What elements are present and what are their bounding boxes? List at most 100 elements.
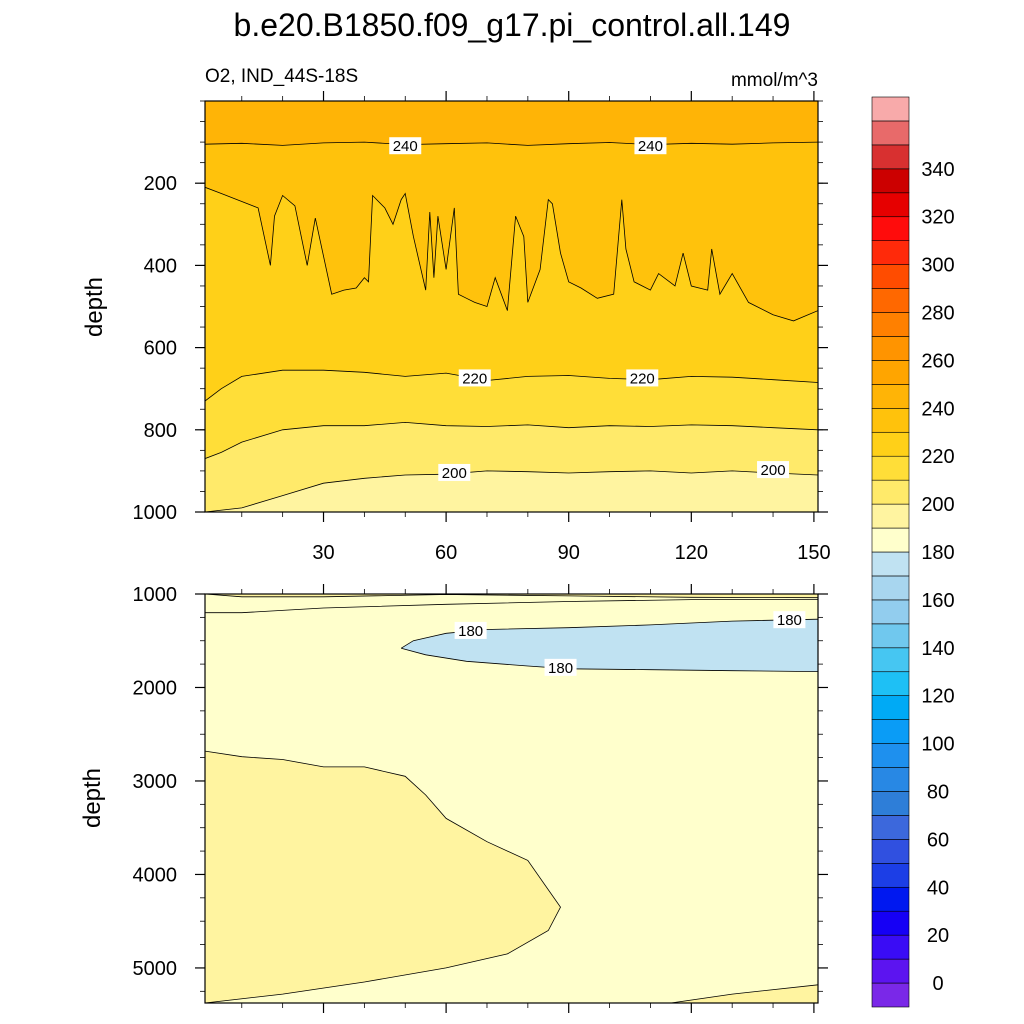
x-tick-label: 30 xyxy=(312,542,334,564)
colorbar-label: 80 xyxy=(927,781,949,803)
colorbar-swatch xyxy=(871,431,910,457)
colorbar-swatch xyxy=(871,527,910,553)
colorbar-label: 280 xyxy=(921,303,954,325)
x-tick-label: 90 xyxy=(558,542,580,564)
contour-label-text: 180 xyxy=(458,623,483,640)
colorbar-label: 140 xyxy=(921,638,954,660)
contour-line-190 xyxy=(670,984,818,1003)
colorbar-label: 100 xyxy=(921,734,954,756)
contour-band-5 xyxy=(205,470,818,512)
colorbar-swatch xyxy=(871,695,910,720)
contour-label-text: 240 xyxy=(638,138,663,155)
colorbar-swatch xyxy=(871,216,910,241)
colorbar-swatch xyxy=(871,264,910,289)
colorbar-label: 240 xyxy=(921,398,954,420)
contour-band-0 xyxy=(205,101,818,146)
colorbar-swatch xyxy=(871,288,910,313)
colorbar-swatch xyxy=(871,599,910,625)
y-tick-label: 4000 xyxy=(133,864,178,886)
chart-subtitle-left: O2, IND_44S-18S xyxy=(205,66,358,87)
contour-label: 180 xyxy=(773,611,806,629)
contour-band-4 xyxy=(205,422,818,512)
contour-label-text: 200 xyxy=(442,465,467,482)
y-tick-label: 1000 xyxy=(133,502,178,524)
contour-line-190 xyxy=(205,599,818,614)
y-tick-label: 5000 xyxy=(133,958,178,980)
colorbar-label: 0 xyxy=(932,973,943,995)
colorbar-swatch xyxy=(871,647,910,673)
contour-line-180 xyxy=(400,618,818,649)
colorbar-swatch xyxy=(871,719,910,744)
contour-line-230 xyxy=(205,186,818,322)
colorbar-swatch xyxy=(871,551,910,577)
contour-label: 240 xyxy=(389,137,422,155)
colorbar-swatch xyxy=(871,144,910,170)
colorbar-swatch xyxy=(871,839,910,864)
x-tick-label: 150 xyxy=(797,542,830,564)
colorbar-label: 340 xyxy=(921,159,954,181)
colorbar-swatch xyxy=(871,455,910,481)
contour-label-text: 220 xyxy=(462,370,487,387)
contour-band-1 xyxy=(205,142,818,321)
contour-band-tongue xyxy=(205,751,561,1003)
x-tick-label: 120 xyxy=(675,542,708,564)
colorbar-swatch xyxy=(871,575,910,601)
plot-frame xyxy=(204,593,819,1004)
colorbar-label: 120 xyxy=(921,686,954,708)
colorbar-swatch xyxy=(871,240,910,265)
lower-panel: 180 180 180 1000 2000 3000 4000 5000 xyxy=(133,584,828,1013)
y-tick-label: 3000 xyxy=(133,771,178,793)
colorbar-label: 200 xyxy=(921,494,954,516)
colorbar-swatch xyxy=(871,360,910,385)
colorbar-swatch xyxy=(871,192,910,218)
contour-label-text: 200 xyxy=(761,462,786,479)
colorbar-swatch xyxy=(871,767,910,792)
contour-label: 180 xyxy=(544,658,577,677)
colorbar-swatch xyxy=(871,623,910,649)
x-tick-label: 60 xyxy=(435,542,457,564)
colorbar-swatch xyxy=(871,863,910,888)
colorbar-swatch xyxy=(871,120,910,146)
contour-label-text: 180 xyxy=(548,660,573,677)
colorbar-swatch xyxy=(871,791,910,816)
y-tick-label: 800 xyxy=(144,420,177,442)
chart-subtitle-right: mmol/m^3 xyxy=(731,70,818,91)
contour-label-text: 180 xyxy=(777,612,802,629)
colorbar-swatch xyxy=(871,815,910,840)
chart-title: b.e20.B1850.f09_g17.pi_control.all.149 xyxy=(234,7,791,43)
lower-ylabel: depth xyxy=(79,768,106,828)
colorbar-swatch xyxy=(871,168,910,194)
contour-band-3 xyxy=(205,370,818,459)
colorbar-swatch xyxy=(871,503,910,529)
y-tick-label: 1000 xyxy=(133,584,178,606)
contour-band-lens xyxy=(401,619,818,672)
contour-band-2 xyxy=(205,187,818,401)
contour-line-240 xyxy=(205,141,818,146)
colorbar-swatch xyxy=(871,886,910,912)
colorbar-swatch xyxy=(871,96,910,122)
contour-label-text: 240 xyxy=(393,138,418,155)
colorbar-swatch xyxy=(871,336,910,361)
colorbar-label: 300 xyxy=(921,255,954,277)
y-tick-label: 2000 xyxy=(133,677,178,699)
upper-panel: 240 240 220 220 200 200 200 400 600 800 1000 30 60 90… xyxy=(133,91,831,564)
contour-line-190 xyxy=(205,750,561,1003)
contour-band-corner xyxy=(670,984,818,1003)
colorbar-swatch xyxy=(871,312,910,337)
colorbar: 0 20 40 60 80 100 120 140 160 180 200 220 240 260 280 3… xyxy=(871,96,955,1008)
colorbar-label: 60 xyxy=(927,829,949,851)
contour-label: 240 xyxy=(634,137,667,155)
contour-label-text: 220 xyxy=(630,370,655,387)
colorbar-label: 180 xyxy=(921,542,954,564)
upper-ylabel: depth xyxy=(81,277,108,337)
colorbar-label: 40 xyxy=(927,877,949,899)
contour-label: 180 xyxy=(454,621,487,640)
contour-label: 220 xyxy=(626,369,659,387)
contour-line-200 xyxy=(205,470,818,512)
contour-line-210 xyxy=(205,421,818,459)
colorbar-swatch xyxy=(871,958,910,984)
colorbar-swatch xyxy=(871,479,910,505)
y-tick-label: 400 xyxy=(144,255,177,277)
colorbar-swatch xyxy=(871,408,910,433)
